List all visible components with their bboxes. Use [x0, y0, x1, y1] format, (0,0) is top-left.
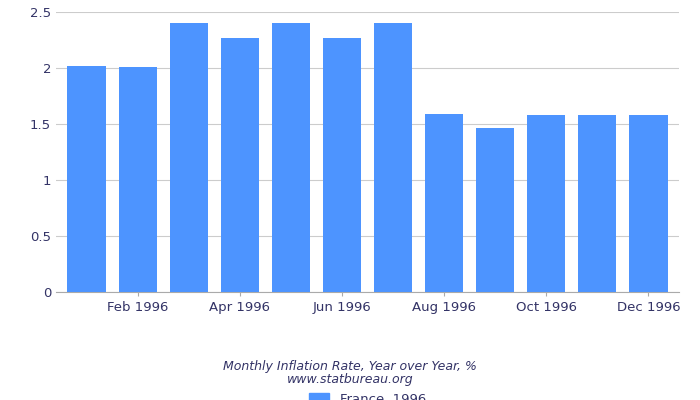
Bar: [323, 38, 361, 292]
Text: www.statbureau.org: www.statbureau.org: [287, 373, 413, 386]
Bar: [476, 128, 514, 292]
Bar: [527, 115, 566, 292]
Bar: [220, 38, 259, 292]
Bar: [118, 67, 157, 292]
Bar: [272, 23, 310, 292]
Bar: [374, 23, 412, 292]
Bar: [67, 66, 106, 292]
Bar: [169, 23, 208, 292]
Text: Monthly Inflation Rate, Year over Year, %: Monthly Inflation Rate, Year over Year, …: [223, 360, 477, 373]
Legend: France, 1996: France, 1996: [304, 388, 431, 400]
Bar: [578, 115, 617, 292]
Bar: [629, 115, 668, 292]
Bar: [425, 114, 463, 292]
